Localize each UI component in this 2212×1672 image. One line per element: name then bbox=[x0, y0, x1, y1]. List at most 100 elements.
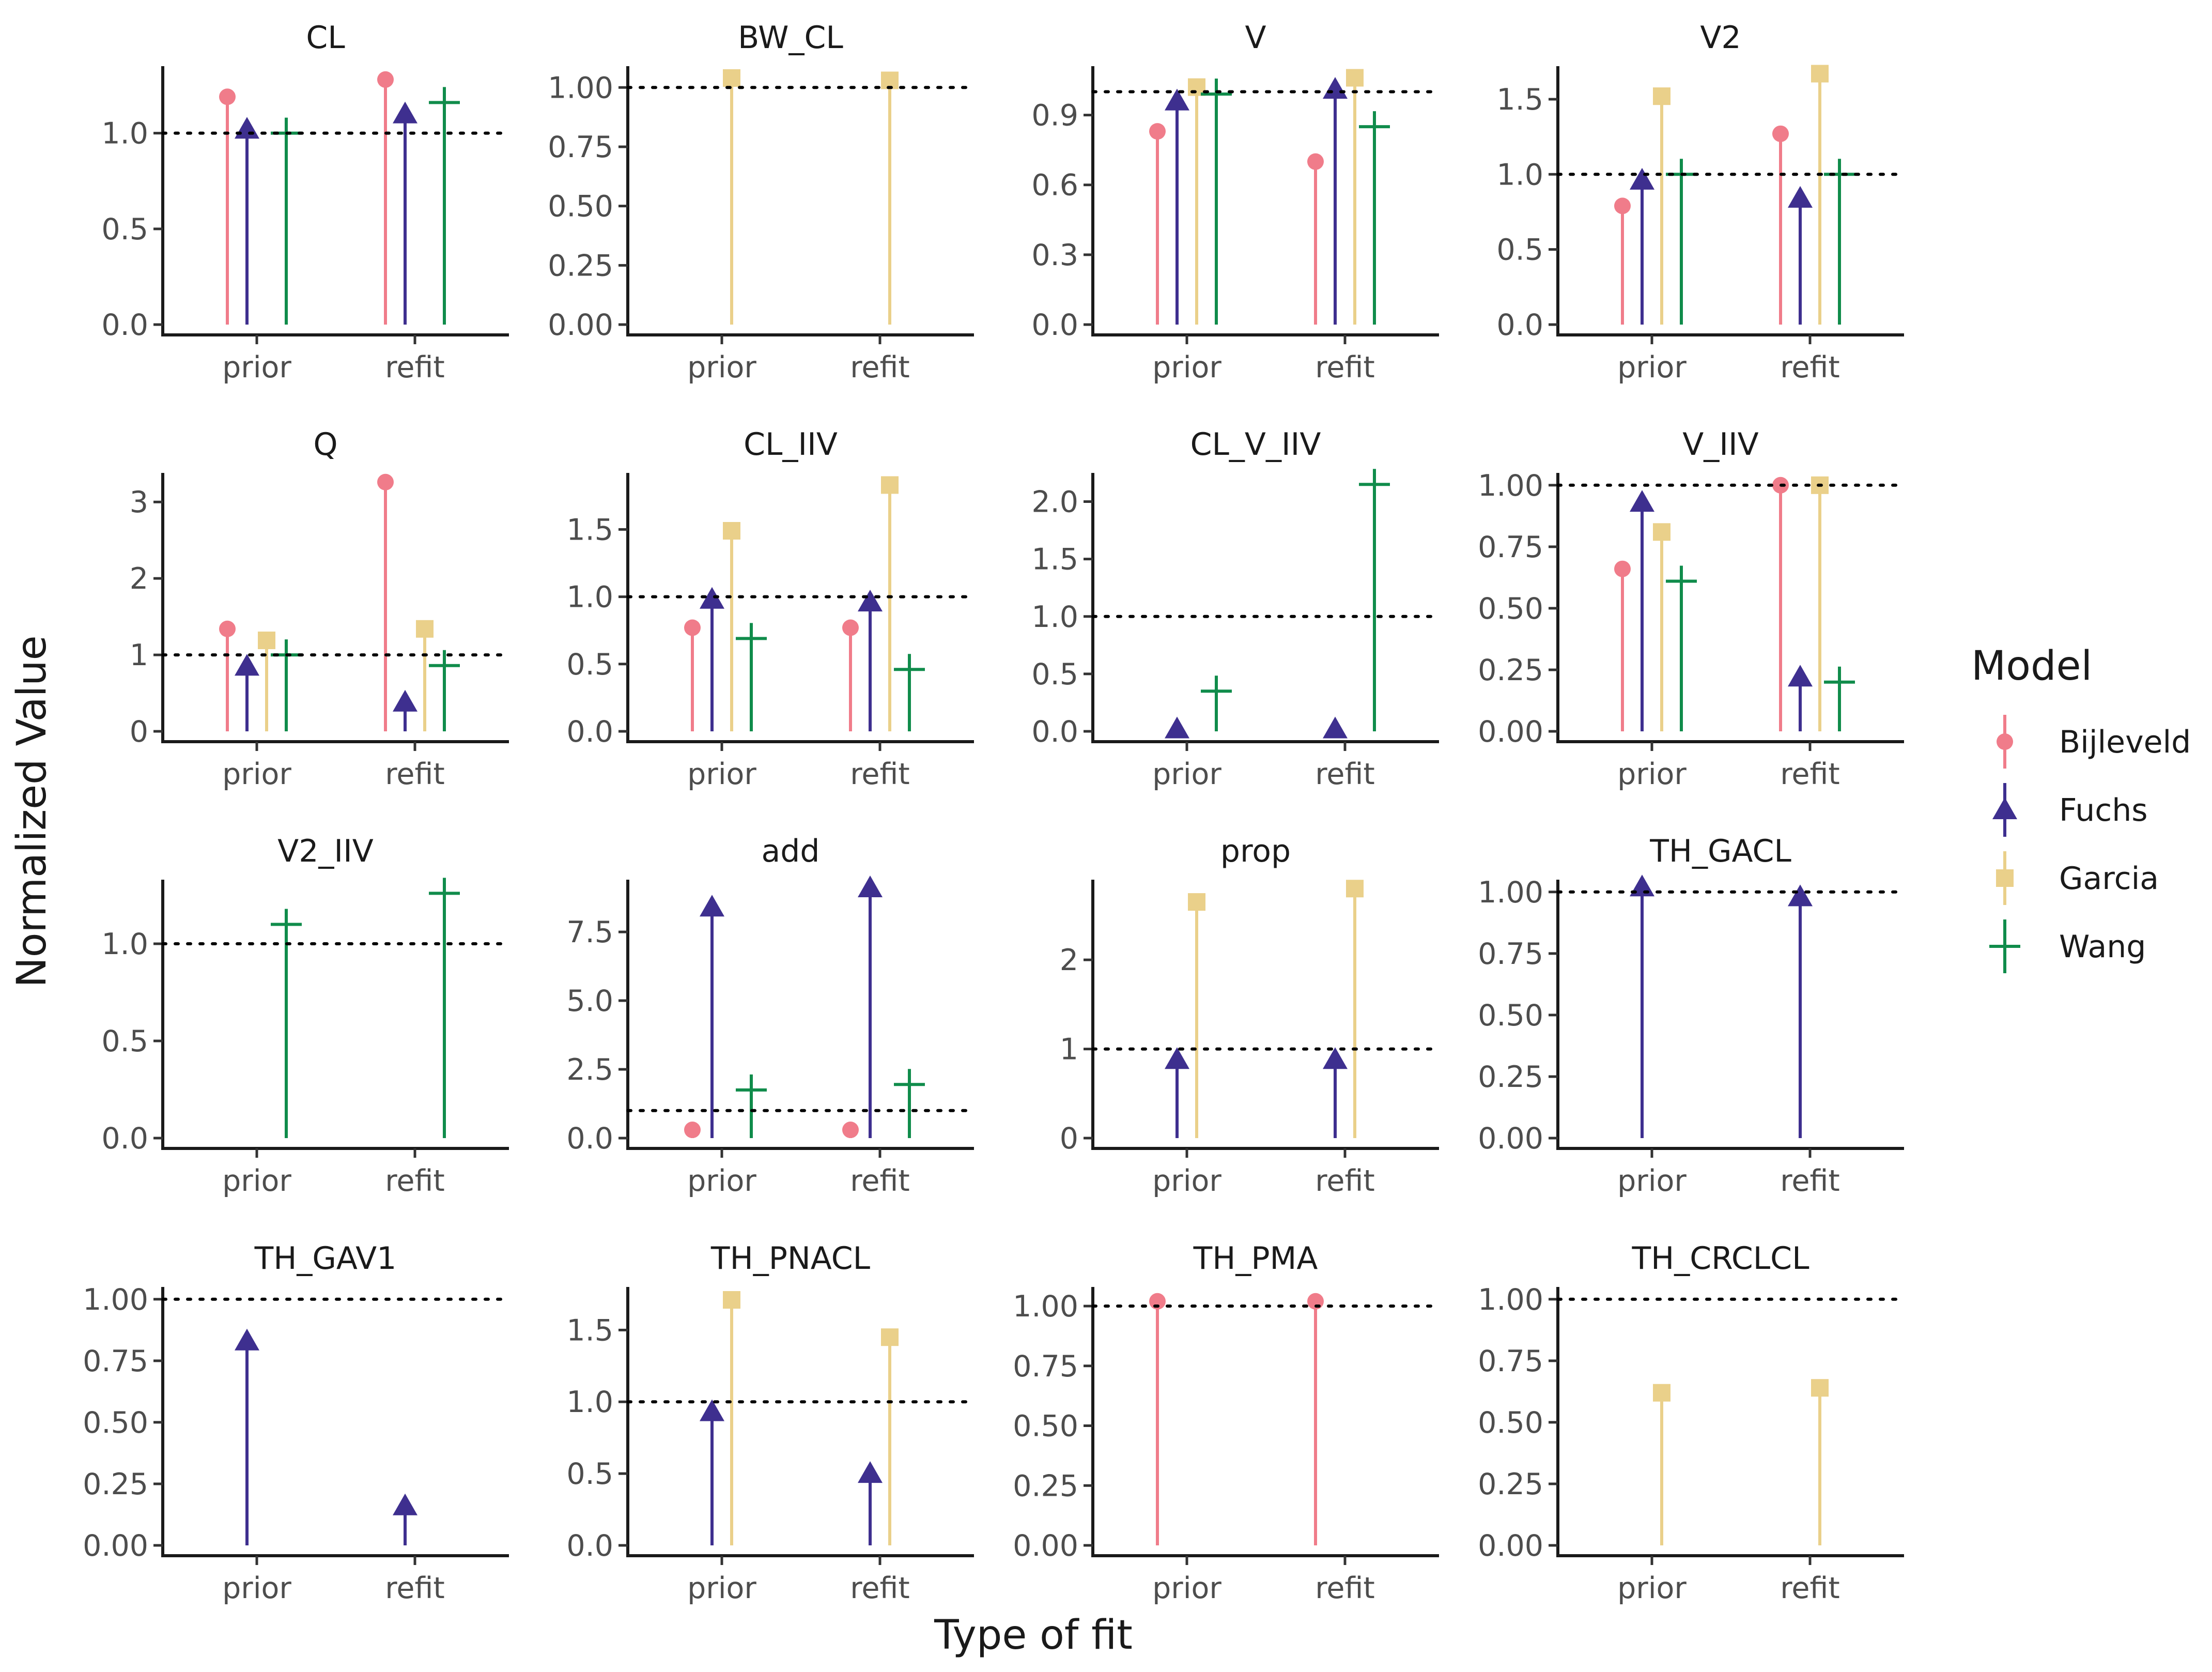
lollipop-point-bijleveld bbox=[219, 88, 236, 105]
x-tick-label: prior bbox=[1152, 350, 1221, 385]
lollipop-point-fuchs bbox=[700, 587, 724, 609]
lollipop-point-bijleveld bbox=[684, 619, 701, 636]
y-tick-label: 5.0 bbox=[566, 984, 613, 1018]
y-tick-label: 1.0 bbox=[566, 1385, 613, 1419]
y-tick-label: 1.00 bbox=[1013, 1290, 1078, 1324]
lollipop-point-fuchs bbox=[700, 1399, 724, 1421]
panel-th-crclcl: TH_CRCLCL 0.00 0.25 0.50 0.75 1.00 prior refit bbox=[1478, 1240, 1906, 1605]
y-tick-label: 0.00 bbox=[1478, 715, 1543, 749]
y-tick-label: 0.00 bbox=[83, 1529, 148, 1563]
y-axis-title: Normalized Value bbox=[9, 635, 55, 987]
panel-title: V2_IIV bbox=[277, 833, 374, 869]
lollipop-point-wang bbox=[429, 650, 460, 681]
lollipop-point-fuchs bbox=[1323, 716, 1348, 739]
x-tick-label: prior bbox=[222, 350, 291, 385]
lollipop-point-garcia bbox=[723, 1291, 740, 1309]
legend-label: Bijleveld bbox=[2059, 724, 2191, 760]
lollipop-point-wang bbox=[894, 654, 925, 685]
panel-title: CL bbox=[306, 20, 345, 56]
legend-entry-bijleveld: Bijleveld bbox=[1997, 715, 2191, 769]
lollipop-point-fuchs bbox=[1788, 665, 1813, 687]
lollipop-point-fuchs bbox=[1165, 1047, 1189, 1069]
lollipop-point-wang bbox=[429, 87, 460, 118]
y-tick-label: 0 bbox=[1060, 1122, 1078, 1156]
y-tick-label: 0.0 bbox=[1031, 308, 1078, 342]
lollipop-point-garcia bbox=[1346, 880, 1364, 898]
lollipop-point-bijleveld bbox=[1307, 153, 1324, 170]
y-tick-label: 1.0 bbox=[566, 580, 613, 615]
x-tick-label: refit bbox=[850, 350, 910, 385]
lollipop-point-garcia bbox=[258, 631, 275, 649]
x-tick-label: prior bbox=[687, 1164, 756, 1198]
y-tick-label: 0.50 bbox=[1013, 1409, 1078, 1444]
y-tick-label: 0.5 bbox=[101, 212, 148, 247]
x-tick-label: prior bbox=[1152, 757, 1221, 791]
y-tick-label: 0.25 bbox=[1013, 1469, 1078, 1503]
y-tick-label: 2 bbox=[1060, 943, 1078, 977]
y-tick-label: 0.50 bbox=[1478, 999, 1543, 1033]
y-tick-label: 1.00 bbox=[1478, 876, 1543, 910]
lollipop-point-bijleveld bbox=[1614, 560, 1631, 577]
x-tick-label: refit bbox=[1780, 350, 1840, 385]
y-tick-label: 1.5 bbox=[566, 1313, 613, 1347]
y-tick-label: 0.3 bbox=[1031, 238, 1078, 272]
lollipop-point-garcia bbox=[1653, 87, 1670, 105]
x-tick-label: refit bbox=[385, 1571, 445, 1605]
x-tick-label: prior bbox=[1152, 1164, 1221, 1198]
y-tick-label: 1 bbox=[130, 638, 148, 672]
x-tick-label: prior bbox=[687, 350, 756, 385]
x-tick-label: prior bbox=[687, 757, 756, 791]
y-tick-label: 0.25 bbox=[548, 249, 613, 283]
x-tick-label: refit bbox=[1315, 1164, 1375, 1198]
panel-title: TH_CRCLCL bbox=[1631, 1240, 1809, 1277]
lollipop-point-wang bbox=[736, 1074, 767, 1106]
x-tick-label: refit bbox=[850, 757, 910, 791]
panel-v: V 0.0 0.3 0.6 0.9 prior refit bbox=[1031, 20, 1441, 385]
panel-th-pma: TH_PMA 0.00 0.25 0.50 0.75 1.00 prior refit bbox=[1013, 1240, 1441, 1605]
lollipop-point-fuchs bbox=[1630, 490, 1654, 512]
y-tick-label: 0.00 bbox=[1478, 1529, 1543, 1563]
panel-title: V2 bbox=[1700, 20, 1741, 56]
panel-title: add bbox=[762, 833, 820, 869]
lollipop-point-wang bbox=[271, 909, 302, 940]
legend-entry-garcia: Garcia bbox=[1996, 851, 2159, 905]
lollipop-point-garcia bbox=[1811, 1379, 1829, 1397]
panel-q: Q 0 1 2 3 prior refit bbox=[130, 426, 511, 791]
lollipop-point-bijleveld bbox=[1149, 123, 1166, 140]
lollipop-point-fuchs bbox=[1165, 88, 1189, 111]
y-tick-label: 0.50 bbox=[1478, 592, 1543, 626]
x-tick-label: refit bbox=[1315, 1571, 1375, 1605]
x-tick-label: refit bbox=[1780, 1571, 1840, 1605]
y-tick-label: 0.50 bbox=[1478, 1406, 1543, 1440]
lollipop-point-fuchs bbox=[235, 117, 259, 139]
legend-label: Wang bbox=[2059, 929, 2146, 965]
x-tick-label: prior bbox=[222, 1571, 291, 1605]
lollipop-point-garcia bbox=[1653, 1384, 1670, 1402]
y-tick-label: 1.5 bbox=[1496, 83, 1543, 117]
y-tick-label: 0.50 bbox=[83, 1406, 148, 1440]
y-tick-label: 0.50 bbox=[548, 190, 613, 224]
legend-label: Garcia bbox=[2059, 861, 2159, 897]
lollipop-point-bijleveld bbox=[377, 71, 394, 88]
y-tick-label: 1.00 bbox=[548, 71, 613, 105]
x-tick-label: refit bbox=[385, 757, 445, 791]
lollipop-point-bijleveld bbox=[219, 620, 236, 637]
x-tick-label: prior bbox=[222, 757, 291, 791]
y-tick-label: 0.6 bbox=[1031, 168, 1078, 203]
legend-label: Fuchs bbox=[2059, 792, 2148, 829]
y-tick-label: 0.75 bbox=[548, 130, 613, 164]
y-tick-label: 2.5 bbox=[566, 1053, 613, 1087]
y-tick-label: 0.0 bbox=[101, 1122, 148, 1156]
panel-v-iiv: V_IIV 0.00 0.25 0.50 0.75 1.00 prior refit bbox=[1478, 426, 1906, 791]
y-tick-label: 0.5 bbox=[566, 1457, 613, 1491]
panel-title: V bbox=[1245, 20, 1266, 56]
x-tick-label: refit bbox=[1780, 757, 1840, 791]
lollipop-point-garcia bbox=[881, 1328, 899, 1346]
lollipop-point-fuchs bbox=[393, 101, 417, 124]
lollipop-point-wang bbox=[1201, 79, 1232, 110]
panel-th-pnacl: TH_PNACL 0.0 0.5 1.0 1.5 prior refit bbox=[566, 1240, 976, 1605]
x-tick-label: prior bbox=[1617, 1571, 1687, 1605]
y-tick-label: 0.75 bbox=[1478, 937, 1543, 971]
